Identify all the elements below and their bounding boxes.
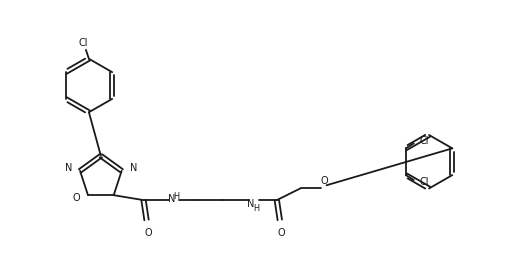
Text: Cl: Cl [78,38,88,48]
Text: H: H [253,204,259,212]
Text: N: N [247,199,254,209]
Text: O: O [72,193,80,203]
Text: O: O [321,176,328,186]
Text: O: O [278,228,286,238]
Text: N: N [65,163,72,173]
Text: O: O [145,228,152,238]
Text: Cl: Cl [420,136,429,146]
Text: N: N [168,194,175,204]
Text: Cl: Cl [420,177,429,187]
Text: N: N [130,163,137,173]
Text: H: H [173,192,180,201]
